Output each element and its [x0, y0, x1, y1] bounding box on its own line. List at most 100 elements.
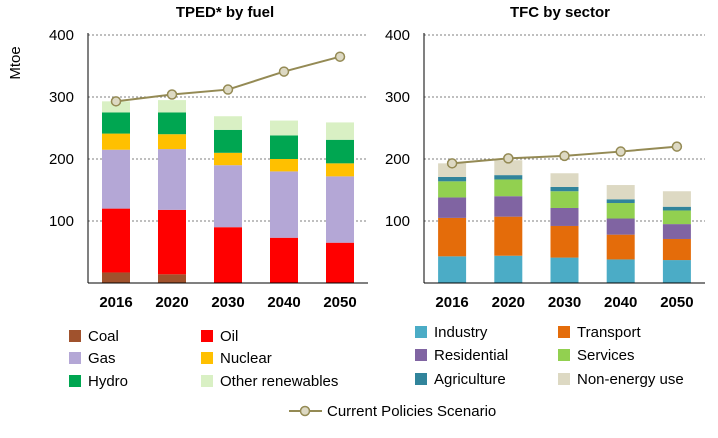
legend-swatch-nuclear — [201, 352, 213, 364]
legend-swatch-services — [558, 349, 570, 361]
y-tick-label: 400 — [49, 27, 74, 44]
bar-segment-industry — [606, 259, 635, 283]
bar-segment-agriculture — [606, 199, 635, 204]
legend-label: Industry — [434, 324, 488, 341]
bar-segment-services — [438, 181, 467, 198]
bar-segment-gas — [214, 165, 242, 228]
bar-segment-nuclear — [102, 133, 130, 150]
bar-segment-other-renewables — [326, 122, 354, 140]
bar-segment-services — [494, 179, 523, 197]
x-tick-label: 2050 — [323, 294, 356, 311]
bar-segment-non-energy-use — [662, 191, 691, 207]
chart-title: TPED* by fuel — [176, 4, 274, 21]
bar-segment-oil — [214, 227, 242, 283]
bar-segment-nuclear — [270, 159, 298, 172]
legend-label: Gas — [88, 350, 116, 367]
cps-marker — [446, 158, 458, 169]
bar-segment-hydro — [270, 135, 298, 159]
legend-label: Transport — [577, 324, 641, 341]
bar-segment-non-energy-use — [494, 160, 523, 176]
bar-segment-industry — [438, 256, 467, 283]
bar-segment-gas — [326, 176, 354, 243]
cps-marker — [615, 146, 626, 157]
legend-swatch-non-energy-use — [558, 373, 570, 385]
legend-label: Residential — [434, 347, 508, 364]
bar-segment-gas — [102, 149, 130, 209]
bar-segment-gas — [158, 149, 186, 210]
legend-swatch-hydro — [69, 375, 81, 387]
x-tick-label: 2016 — [435, 294, 468, 311]
legend-swatch-oil — [201, 330, 213, 342]
bar-segment-industry — [494, 255, 523, 283]
bar-segment-nuclear — [158, 134, 186, 150]
bar-segment-industry — [662, 260, 691, 283]
bar-segment-industry — [550, 257, 579, 283]
bar-segment-hydro — [158, 112, 186, 135]
cps-marker — [671, 141, 683, 152]
cps-marker — [110, 96, 122, 107]
cps-marker — [222, 84, 234, 95]
x-tick-label: 2030 — [211, 294, 244, 311]
x-tick-label: 2020 — [155, 294, 188, 311]
cps-marker — [278, 66, 290, 77]
legend-swatch-agriculture — [415, 373, 427, 385]
bar-segment-agriculture — [438, 176, 467, 182]
bar-segment-non-energy-use — [438, 163, 467, 177]
bar-segment-other-renewables — [158, 100, 186, 113]
bar-segment-coal — [158, 274, 186, 283]
bar-segment-residential — [606, 218, 635, 235]
y-tick-label: 200 — [385, 151, 410, 168]
bar-segment-agriculture — [494, 175, 523, 180]
x-tick-label: 2020 — [492, 294, 525, 311]
bar-segment-services — [662, 210, 691, 225]
legend-label: Coal — [88, 328, 119, 345]
bar-segment-agriculture — [550, 186, 579, 192]
y-tick-label: 300 — [385, 89, 410, 106]
x-tick-label: 2016 — [99, 294, 132, 311]
bar-segment-transport — [606, 234, 635, 260]
bar-segment-residential — [550, 207, 579, 226]
bar-segment-oil — [102, 208, 130, 273]
legend-swatch-coal — [69, 330, 81, 342]
bar-segment-other-renewables — [214, 116, 242, 130]
legend-swatch-transport — [558, 326, 570, 338]
bar-segment-transport — [494, 216, 523, 256]
bar-segment-oil — [270, 237, 298, 283]
legend-label: Services — [577, 347, 635, 364]
bar-segment-nuclear — [326, 163, 354, 177]
cps-marker — [559, 150, 570, 162]
legend-label: Agriculture — [434, 371, 506, 388]
bar-segment-residential — [438, 197, 467, 218]
bar-segment-hydro — [214, 129, 242, 153]
y-tick-label: 100 — [385, 213, 410, 230]
bar-segment-services — [550, 191, 579, 208]
legend-label: Nuclear — [220, 350, 272, 367]
y-tick-label: 300 — [49, 89, 74, 106]
bar-segment-transport — [438, 217, 467, 257]
legend-label: Other renewables — [220, 373, 338, 390]
x-tick-label: 2050 — [660, 294, 693, 311]
y-tick-label: 200 — [49, 151, 74, 168]
chart-title: TFC by sector — [510, 4, 610, 21]
bar-segment-nuclear — [214, 152, 242, 166]
legend-swatch-residential — [415, 349, 427, 361]
bar-segment-agriculture — [662, 206, 691, 211]
x-tick-label: 2030 — [548, 294, 581, 311]
bar-segment-oil — [326, 242, 354, 283]
bar-segment-non-energy-use — [606, 185, 635, 200]
bar-segment-services — [606, 203, 635, 219]
x-tick-label: 2040 — [267, 294, 300, 311]
cps-marker — [166, 89, 178, 100]
bar-segment-gas — [270, 171, 298, 238]
cps-marker — [503, 153, 514, 164]
legend-swatch-other-renewables — [201, 375, 213, 387]
legend-line-marker — [299, 405, 311, 417]
y-axis-label: Mtoe — [7, 46, 24, 79]
legend-label: Oil — [220, 328, 238, 345]
bar-segment-transport — [662, 238, 691, 261]
legend-swatch-gas — [69, 352, 81, 364]
bar-segment-transport — [550, 225, 579, 258]
legend-swatch-industry — [415, 326, 427, 338]
